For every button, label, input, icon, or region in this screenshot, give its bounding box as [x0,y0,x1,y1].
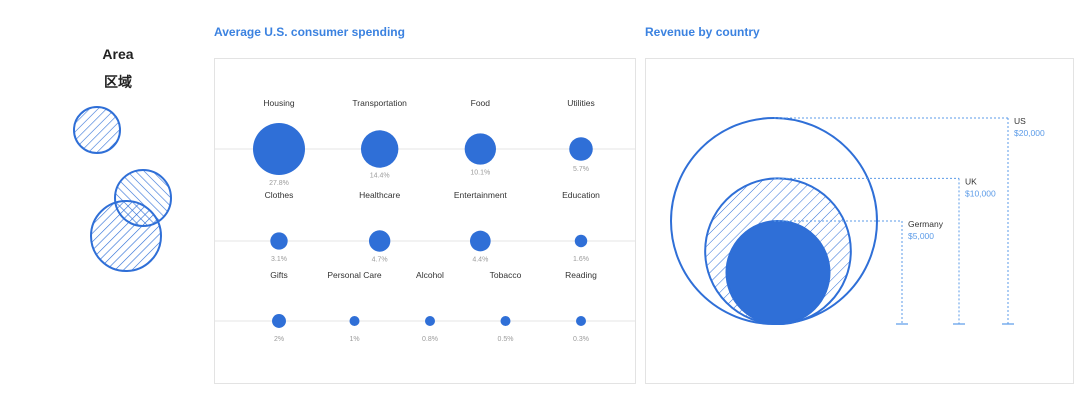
legend-circle-small [73,106,121,154]
country-label: US [1014,116,1026,126]
revenue-circle [725,220,831,325]
category-label: Healthcare [359,190,400,200]
revenue-value-label: $5,000 [908,231,934,241]
spending-bubble [272,314,286,328]
percent-label: 0.8% [422,336,438,343]
percent-label: 27.8% [269,180,289,187]
category-label: Personal Care [327,270,382,280]
percent-label: 10.1% [470,170,490,177]
percent-label: 14.4% [370,173,390,180]
spending-chart-title: Average U.S. consumer spending [214,25,405,39]
category-label: Entertainment [454,190,508,200]
spending-bubble [368,230,391,252]
spending-bubble [464,133,497,165]
percent-label: 2% [274,336,284,343]
legend-title-area-cn: 区域 [104,74,132,90]
category-label: Food [471,98,491,108]
spending-bubble [360,130,399,168]
revenue-value-label: $10,000 [965,188,996,198]
legend-title-area: Area [102,46,134,62]
revenue-chart: US $20,000 UK $10,000 Germany $5,000 [670,116,1045,325]
spending-bubble [349,316,360,326]
category-label: Alcohol [416,270,444,280]
area-legend-illustration [73,106,172,272]
percent-label: 0.5% [498,336,514,343]
category-label: Housing [263,98,294,108]
percent-label: 5.7% [573,166,589,173]
percent-label: 1.6% [573,256,589,263]
percent-label: 1% [349,336,359,343]
percent-label: 4.7% [372,257,388,264]
category-label: Clothes [265,190,294,200]
spending-bubble [425,316,435,326]
spending-bubble [270,232,288,250]
spending-bubble [574,234,588,248]
country-label: UK [965,176,977,186]
category-label: Gifts [270,270,287,280]
category-label: Utilities [567,98,594,108]
spending-chart-panel: Housing 27.8% Transportation 14.4% Food 10.1%… [214,58,636,384]
spending-bubble [500,316,511,326]
revenue-chart-panel: US $20,000 UK $10,000 Germany $5,000 [645,58,1074,384]
revenue-chart-title: Revenue by country [645,25,760,39]
country-label: Germany [908,219,944,229]
percent-label: 4.4% [472,256,488,263]
legend-circle-front [90,200,162,272]
category-label: Reading [565,270,597,280]
spending-chart: Housing 27.8% Transportation 14.4% Food 10.1%… [215,98,635,343]
category-label: Transportation [352,98,407,108]
percent-label: 0.3% [573,336,589,343]
category-label: Tobacco [490,270,522,280]
spending-bubble [469,230,491,252]
percent-label: 3.1% [271,256,287,263]
spending-bubble [253,123,305,175]
revenue-value-label: $20,000 [1014,128,1045,138]
spending-bubble [576,316,586,326]
category-label: Education [562,190,600,200]
spending-bubble [569,137,593,161]
